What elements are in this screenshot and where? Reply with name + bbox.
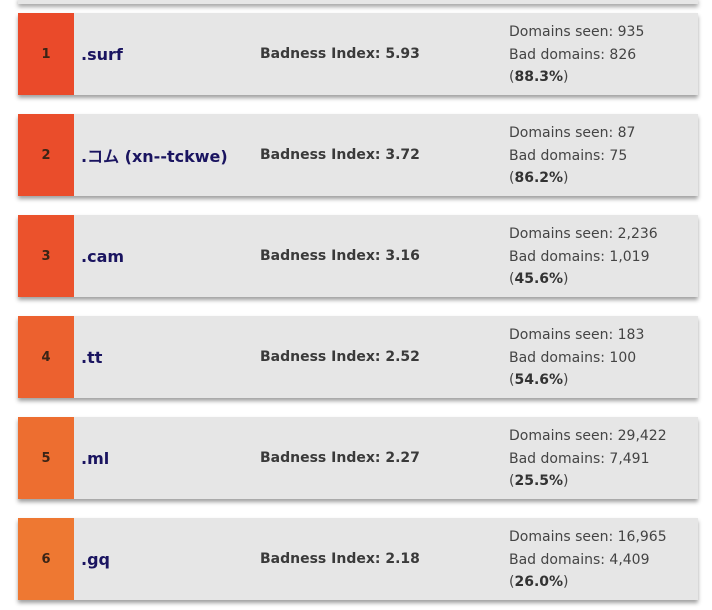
bad-domains: Bad domains: 100	[509, 349, 637, 366]
domain-stats: Domains seen: 935 Bad domains: 826 (88.3…	[509, 21, 644, 89]
bad-percent: (88.3%)	[509, 69, 569, 85]
bad-percent: (54.6%)	[509, 372, 569, 388]
bad-percent: (25.5%)	[509, 473, 569, 489]
badness-index: Badness Index: 2.52	[260, 349, 420, 365]
domains-seen: Domains seen: 87	[509, 125, 636, 141]
tld-name: .コム (xn--tckwe)	[81, 147, 228, 166]
bad-domains: Bad domains: 7,491	[509, 450, 650, 467]
bad-percent: (45.6%)	[509, 271, 569, 287]
badness-index: Badness Index: 3.16	[260, 248, 420, 264]
list-item: 2 .コム (xn--tckwe) Badness Index: 3.72 Do…	[18, 114, 698, 196]
domains-seen: Domains seen: 16,965	[509, 529, 667, 545]
tld-name: .gq	[81, 549, 110, 569]
tld-name: .surf	[81, 44, 123, 64]
rank-badge: 2	[18, 114, 74, 196]
tld-ranking-list: 1 .surf Badness Index: 5.93 Domains seen…	[18, 13, 698, 610]
domains-seen: Domains seen: 935	[509, 24, 645, 40]
domain-stats: Domains seen: 29,422 Bad domains: 7,491 …	[509, 425, 667, 493]
bad-percent-value: 54.6%	[514, 372, 564, 388]
tld-name: .ml	[81, 448, 110, 468]
domain-stats: Domains seen: 16,965 Bad domains: 4,409 …	[509, 526, 667, 594]
list-item: 3 .cam Badness Index: 3.16 Domains seen:…	[18, 215, 698, 297]
bad-domains: Bad domains: 75	[509, 147, 628, 164]
list-item: 1 .surf Badness Index: 5.93 Domains seen…	[18, 13, 698, 95]
list-item: 4 .tt Badness Index: 2.52 Domains seen: …	[18, 316, 698, 398]
bad-percent: (86.2%)	[509, 170, 569, 186]
bad-domains: Bad domains: 826	[509, 46, 637, 63]
domains-seen: Domains seen: 183	[509, 327, 645, 343]
rank-badge: 5	[18, 417, 74, 499]
badness-index: Badness Index: 3.72	[260, 147, 420, 163]
list-item: 6 .gq Badness Index: 2.18 Domains seen: …	[18, 518, 698, 600]
bad-percent-value: 26.0%	[514, 574, 564, 590]
badness-index: Badness Index: 2.27	[260, 450, 420, 466]
tld-name: .tt	[81, 347, 103, 367]
list-item: 5 .ml Badness Index: 2.27 Domains seen: …	[18, 417, 698, 499]
domains-seen: Domains seen: 29,422	[509, 428, 667, 444]
badness-index: Badness Index: 2.18	[260, 551, 420, 567]
bad-domains: Bad domains: 1,019	[509, 248, 650, 265]
rank-badge: 6	[18, 518, 74, 600]
bad-percent-value: 25.5%	[514, 473, 564, 489]
rank-badge: 3	[18, 215, 74, 297]
badness-index: Badness Index: 5.93	[260, 46, 420, 62]
domain-stats: Domains seen: 87 Bad domains: 75 (86.2%)	[509, 122, 635, 190]
bad-percent-value: 86.2%	[514, 170, 564, 186]
domain-stats: Domains seen: 2,236 Bad domains: 1,019 (…	[509, 223, 658, 291]
domains-seen: Domains seen: 2,236	[509, 226, 658, 242]
bad-percent: (26.0%)	[509, 574, 569, 590]
bad-percent-value: 88.3%	[514, 69, 564, 85]
bad-domains: Bad domains: 4,409	[509, 551, 650, 568]
domain-stats: Domains seen: 183 Bad domains: 100 (54.6…	[509, 324, 644, 392]
bad-percent-value: 45.6%	[514, 271, 564, 287]
rank-badge: 4	[18, 316, 74, 398]
tld-name: .cam	[81, 246, 125, 266]
rank-badge: 1	[18, 13, 74, 95]
previous-row-edge	[18, 0, 698, 4]
